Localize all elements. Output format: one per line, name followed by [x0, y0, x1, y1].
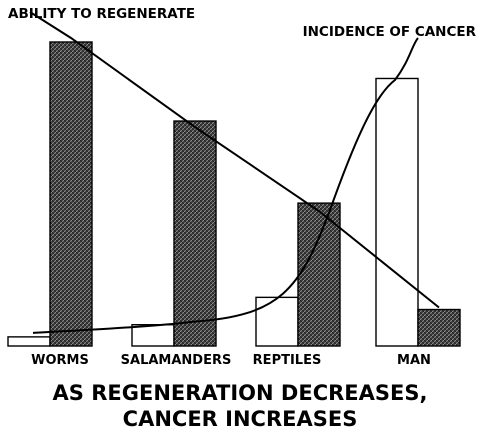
annotation-incidence-of-cancer: INCIDENCE OF CANCER [303, 24, 477, 40]
category-label-worms: WORMS [31, 353, 89, 368]
category-label-man: MAN [397, 353, 431, 368]
chart-title-line-2: CANCER INCREASES [122, 407, 358, 431]
bar-ability-to-regenerate-worms [49, 41, 93, 347]
category-labels-group: WORMS SALAMANDERS REPTILES MAN [31, 353, 431, 368]
chart: WORMS SALAMANDERS REPTILES MAN ABILITY TO R… [7, 6, 477, 368]
bar-ability-to-regenerate-man [417, 308, 461, 347]
bar-ability-to-regenerate-salamanders [173, 120, 217, 347]
bar-incidence-of-cancer-worms [7, 336, 51, 347]
line-ability-to-regenerate [29, 11, 440, 309]
annotation-ability-to-regenerate: ABILITY TO REGENERATE [8, 6, 195, 22]
bar-ability-to-regenerate-reptiles [297, 202, 341, 347]
bars-group [7, 41, 461, 347]
bar-incidence-of-cancer-man [375, 77, 419, 347]
chart-title: AS REGENERATION DECREASES, CANCER INCREA… [0, 380, 480, 432]
chart-title-line-1: AS REGENERATION DECREASES, [52, 381, 428, 405]
category-label-salamanders: SALAMANDERS [121, 353, 232, 368]
bar-incidence-of-cancer-reptiles [255, 296, 299, 347]
category-label-reptiles: REPTILES [253, 353, 322, 368]
line-incidence-of-cancer [32, 37, 419, 334]
bar-incidence-of-cancer-salamanders [131, 324, 175, 347]
trend-lines-group [29, 11, 440, 334]
